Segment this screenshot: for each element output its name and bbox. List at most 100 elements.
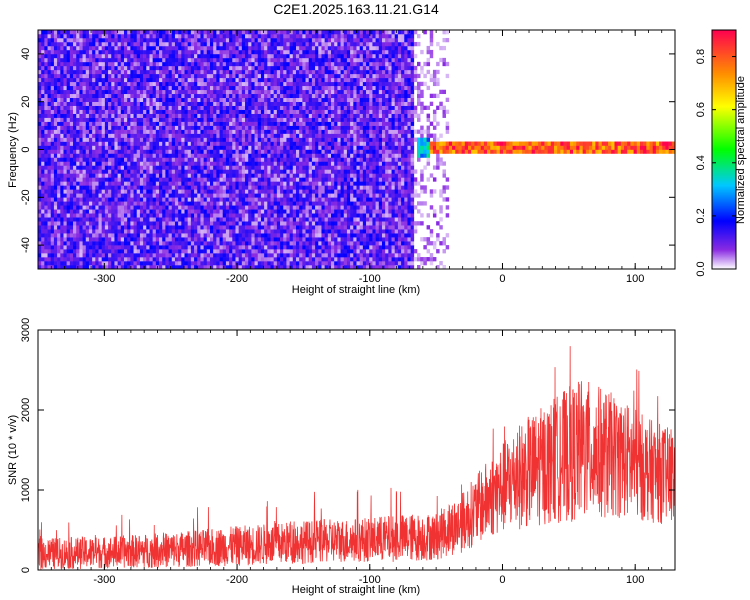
spectrogram-cell — [79, 229, 83, 234]
spectrogram-cell — [206, 37, 211, 43]
spectrogram-cell — [69, 45, 74, 51]
spectrogram-cell — [79, 161, 83, 166]
spectrogram-cell — [248, 221, 252, 226]
spectrogram-cell — [229, 177, 233, 182]
spectrogram-cell — [162, 217, 166, 222]
spectrogram-cell — [38, 129, 42, 134]
spectrogram-cell — [254, 241, 259, 246]
spectrogram-cell — [219, 205, 224, 210]
spectrogram-cell — [174, 85, 179, 91]
spectrogram-cell — [60, 221, 64, 226]
spectrogram-cell — [260, 233, 265, 238]
spectrogram-cell — [273, 137, 278, 142]
spectrogram-cell — [200, 37, 204, 43]
spectrogram-cell — [98, 245, 102, 250]
spectrogram-cell — [159, 45, 163, 51]
spectrogram-cell — [104, 253, 109, 258]
chart-title: C2E1.2025.163.11.21.G14 — [273, 1, 439, 17]
spectrogram-cell — [79, 45, 83, 51]
spectrogram-cell — [63, 41, 67, 47]
spectrogram-cell — [47, 205, 52, 210]
spectrogram-cell — [50, 153, 55, 158]
spectrogram-cell — [260, 85, 265, 91]
spectrogram-cell — [248, 181, 252, 186]
spectrogram-cell — [146, 205, 150, 210]
spectrogram-cell — [108, 249, 112, 254]
spectrogram-cell — [213, 177, 217, 182]
spectrogram-cell — [146, 137, 150, 142]
spectrogram-cell — [299, 53, 303, 59]
spectrogram-cell — [95, 201, 99, 206]
spectrogram-cell — [124, 61, 128, 67]
spectrogram-cell — [273, 69, 278, 75]
spectrogram-cell — [264, 257, 268, 262]
spectrogram-cell — [104, 157, 109, 162]
spectrogram-cell — [130, 177, 134, 182]
spectrogram-cell — [60, 53, 64, 59]
spectrogram-cell — [197, 93, 201, 99]
spectrogram-cell — [162, 213, 166, 218]
spectrogram-cell — [41, 237, 45, 242]
spectrogram-cell — [295, 209, 300, 214]
spectrogram-cell — [82, 141, 87, 146]
spectrogram-cell — [273, 129, 278, 134]
spectrogram-cell — [289, 241, 294, 246]
spectrogram-cell — [168, 185, 173, 190]
spectrogram-cell — [241, 53, 246, 59]
spectrogram-cell — [238, 149, 243, 154]
spectrogram-cell — [85, 213, 90, 218]
spectrogram-cell — [120, 101, 125, 106]
spectrogram-cell — [168, 217, 173, 222]
spectrogram-cell — [124, 37, 128, 43]
spectrogram-cell — [127, 205, 131, 210]
spectrogram-cell — [270, 261, 274, 266]
spectrogram-cell — [95, 57, 99, 63]
spectrogram-cell — [213, 77, 217, 83]
spectrogram-cell — [117, 193, 122, 198]
spectrogram-cell — [127, 193, 131, 198]
spectrogram-cell — [254, 53, 259, 59]
spectrogram-cell — [76, 61, 80, 67]
spectrogram-cell — [206, 97, 211, 102]
spectrogram-cell — [44, 101, 48, 106]
spectrogram-cell — [232, 257, 236, 262]
spectrogram-cell — [245, 177, 249, 182]
spectrogram-cell — [174, 185, 179, 190]
spectrogram-cell — [38, 45, 42, 51]
spectrogram-cell — [82, 173, 87, 178]
spectrogram-cell — [229, 101, 233, 106]
spectrogram-cell — [264, 69, 268, 75]
spectrogram-cell — [292, 257, 297, 262]
spectrogram-cell — [85, 261, 90, 266]
spectrogram-cell — [238, 145, 243, 150]
spectrogram-cell — [225, 57, 230, 63]
spectrogram-cell — [299, 125, 303, 130]
spectrogram-cell — [146, 33, 150, 39]
spectrogram-cell — [76, 241, 80, 246]
spectrogram-cell — [168, 257, 173, 262]
spectrogram-cell — [69, 261, 74, 266]
spectrogram-cell — [197, 237, 201, 242]
spectrogram-cell — [273, 253, 278, 258]
spectrogram-cell — [155, 209, 160, 214]
spectrogram-cell — [219, 169, 224, 174]
spectrogram-cell — [57, 30, 61, 35]
spectrogram-cell — [98, 209, 102, 214]
spectrogram-cell — [273, 121, 278, 126]
spectrogram-cell — [187, 205, 192, 210]
spectrogram-cell — [248, 177, 252, 182]
spectrogram-cell — [238, 221, 243, 226]
spectrogram-cell — [273, 61, 278, 67]
spectrogram-cell — [41, 53, 45, 59]
spectrogram-cell — [114, 221, 118, 226]
spectrogram-cell — [63, 85, 67, 91]
spectrogram-cell — [219, 133, 224, 138]
spectrogram-cell — [295, 89, 300, 95]
spectrogram-cell — [69, 221, 74, 226]
spectrogram-cell — [50, 257, 55, 262]
spectrogram-cell — [241, 257, 246, 262]
spectrogram-cell — [108, 181, 112, 186]
spectrogram-cell — [165, 157, 169, 162]
spectrogram-cell — [47, 101, 52, 106]
spectrogram-cell — [63, 257, 67, 262]
